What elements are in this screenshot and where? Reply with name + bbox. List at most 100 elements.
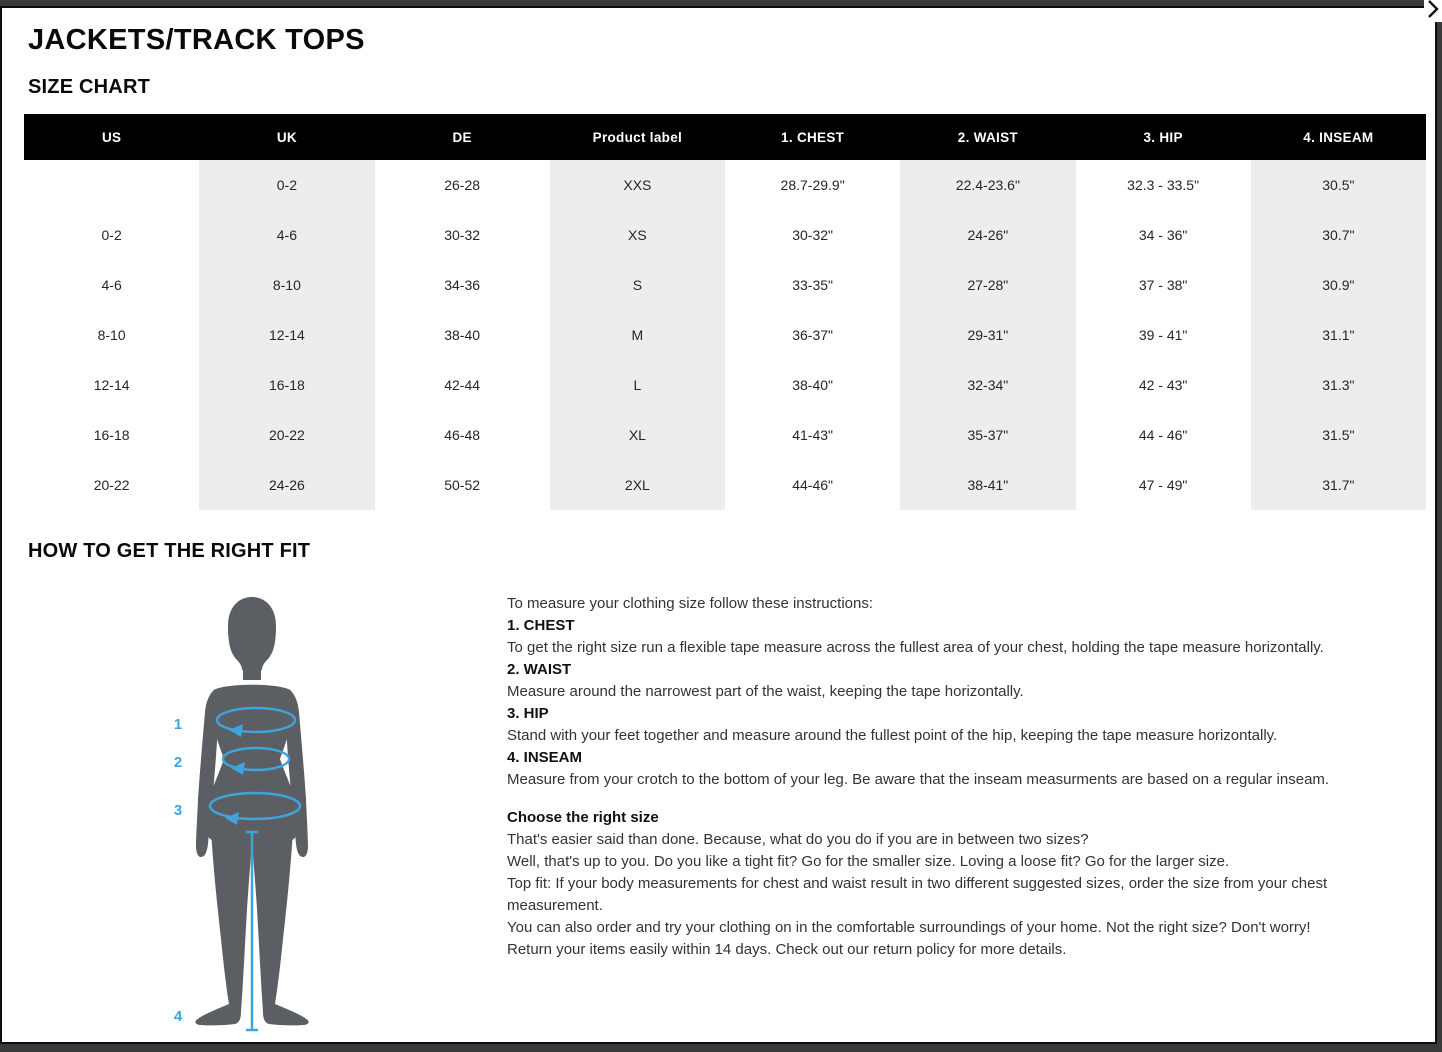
size-cell: 33-35" xyxy=(792,277,834,293)
size-cell: 4-6 xyxy=(199,210,375,260)
fit-heading: HOW TO GET THE RIGHT FIT xyxy=(28,540,311,562)
size-cell: 31.7" xyxy=(1250,460,1426,510)
column-header: 2. WAIST xyxy=(900,114,1076,160)
size-cell: 24-26 xyxy=(199,460,375,510)
table-row: 16-18 20-22 46-48 XL 41-43" 35-37" 44 - 46" 31.… xyxy=(24,410,1426,460)
size-cell: 38-40" xyxy=(792,377,834,393)
size-cell: 8-10 xyxy=(199,260,375,310)
size-cell: 22.4-23.6" xyxy=(900,160,1076,210)
size-cell: 16-18 xyxy=(93,427,130,443)
size-cell: 30-32" xyxy=(792,227,834,243)
size-cell: 24-26" xyxy=(900,210,1076,260)
size-cell: 26-28 xyxy=(444,177,481,193)
size-cell: 37 - 38" xyxy=(1138,277,1188,293)
table-row: 0-2 4-6 30-32 XS 30-32" 24-26" 34 - 36" 30.7" xyxy=(24,210,1426,260)
size-cell: 16-18 xyxy=(199,360,375,410)
size-cell: 20-22 xyxy=(93,477,130,493)
instruction-step-text: Measure from your crotch to the bottom o… xyxy=(507,771,1330,788)
column-header: 1. CHEST xyxy=(725,114,901,160)
waist-measure-ellipse xyxy=(221,746,291,772)
close-button[interactable] xyxy=(1424,0,1442,22)
size-table-body: 0-2 26-28 XXS 28.7-29.9" 22.4-23.6" 32.3 - 33… xyxy=(24,160,1426,510)
size-cell: 30-32 xyxy=(444,227,481,243)
body-silhouette-illustration xyxy=(195,597,309,1032)
size-cell: 0-2 xyxy=(101,227,122,243)
size-cell: 29-31" xyxy=(900,310,1076,360)
size-cell: 4-6 xyxy=(101,277,122,293)
size-cell: 39 - 41" xyxy=(1138,327,1188,343)
instruction-step-text: To get the right size run a flexible tap… xyxy=(507,639,1324,656)
instruction-step-label: 4. INSEAM xyxy=(507,749,583,766)
size-cell xyxy=(24,160,199,210)
size-cell: 12-14 xyxy=(93,377,130,393)
instructions: To measure your clothing size follow the… xyxy=(507,593,1417,961)
measurement-number-1: 1 xyxy=(173,716,183,733)
size-cell: 47 - 49" xyxy=(1138,477,1188,493)
size-cell: 34-36 xyxy=(444,277,481,293)
choose-size-text: Return your items easily within 14 days.… xyxy=(507,941,1067,958)
size-cell: 44 - 46" xyxy=(1138,427,1188,443)
choose-size-text: Well, that's up to you. Do you like a ti… xyxy=(507,853,1230,870)
column-header: DE xyxy=(374,114,550,160)
table-row: 0-2 26-28 XXS 28.7-29.9" 22.4-23.6" 32.3 - 33… xyxy=(24,160,1426,210)
size-cell: XL xyxy=(549,410,725,460)
size-cell: S xyxy=(549,260,725,310)
size-chart-heading: SIZE CHART xyxy=(28,76,150,98)
measurement-number-2: 2 xyxy=(173,754,183,771)
chest-arrow-icon xyxy=(229,724,243,737)
size-cell: 27-28" xyxy=(900,260,1076,310)
size-cell: XXS xyxy=(549,160,725,210)
choose-size-text: measurement. xyxy=(507,897,603,914)
size-cell: M xyxy=(549,310,725,360)
size-table-head: US UK DE Product label 1. CHEST 2. WAIST 3. HI… xyxy=(24,114,1426,160)
size-table: US UK DE Product label 1. CHEST 2. WAIST 3. HI… xyxy=(24,114,1426,510)
page-title: JACKETS/TRACK TOPS xyxy=(28,24,365,56)
size-cell: XS xyxy=(549,210,725,260)
instruction-step-text: Stand with your feet together and measur… xyxy=(507,727,1278,744)
chevron-right-icon xyxy=(1428,0,1439,18)
size-cell: 28.7-29.9" xyxy=(780,177,845,193)
size-cell: 35-37" xyxy=(900,410,1076,460)
size-cell: 31.5" xyxy=(1250,410,1426,460)
choose-size-text: That's easier said than done. Because, w… xyxy=(507,831,1089,848)
instruction-intro: To measure your clothing size follow the… xyxy=(507,595,874,612)
size-cell: 42-44 xyxy=(444,377,481,393)
size-cell: 50-52 xyxy=(444,477,481,493)
table-row: 8-10 12-14 38-40 M 36-37" 29-31" 39 - 41" 31.1" xyxy=(24,310,1426,360)
measurement-number-4: 4 xyxy=(173,1008,183,1025)
size-cell: 46-48 xyxy=(444,427,481,443)
waist-arrow-icon xyxy=(231,762,245,775)
size-cell: 2XL xyxy=(549,460,725,510)
size-cell: 30.9" xyxy=(1250,260,1426,310)
instruction-step-text: Measure around the narrowest part of the… xyxy=(507,683,1024,700)
size-cell: 8-10 xyxy=(97,327,126,343)
size-cell: 44-46" xyxy=(792,477,834,493)
size-cell: 34 - 36" xyxy=(1138,227,1188,243)
size-cell: 30.5" xyxy=(1250,160,1426,210)
instruction-step-label: 2. WAIST xyxy=(507,661,572,678)
choose-size-text: Top fit: If your body measurements for c… xyxy=(507,875,1328,892)
column-header: 4. INSEAM xyxy=(1250,114,1426,160)
size-guide-modal: JACKETS/TRACK TOPS SIZE CHART US UK DE Prod… xyxy=(0,6,1437,1044)
size-cell: 20-22 xyxy=(199,410,375,460)
size-cell: 31.1" xyxy=(1250,310,1426,360)
table-row: 4-6 8-10 34-36 S 33-35" 27-28" 37 - 38" 30.9" xyxy=(24,260,1426,310)
column-header: 3. HIP xyxy=(1075,114,1251,160)
spacer xyxy=(507,791,1417,807)
size-cell: 36-37" xyxy=(792,327,834,343)
measurement-figure: 1 2 3 4 xyxy=(167,594,337,1046)
size-cell: 12-14 xyxy=(199,310,375,360)
size-cell: 42 - 43" xyxy=(1138,377,1188,393)
column-header: UK xyxy=(199,114,375,160)
instruction-step-label: 3. HIP xyxy=(507,705,549,722)
hip-arrow-icon xyxy=(225,812,239,825)
table-row: 20-22 24-26 50-52 2XL 44-46" 38-41" 47 - 49" 31… xyxy=(24,460,1426,510)
size-cell: L xyxy=(549,360,725,410)
choose-size-label: Choose the right size xyxy=(507,809,659,826)
size-cell: 32.3 - 33.5" xyxy=(1127,177,1200,193)
column-header: US xyxy=(24,114,200,160)
hip-measure-ellipse xyxy=(208,791,302,821)
size-table-header-row: US UK DE Product label 1. CHEST 2. WAIST 3. HI… xyxy=(24,114,1426,160)
chest-measure-ellipse xyxy=(215,706,297,734)
